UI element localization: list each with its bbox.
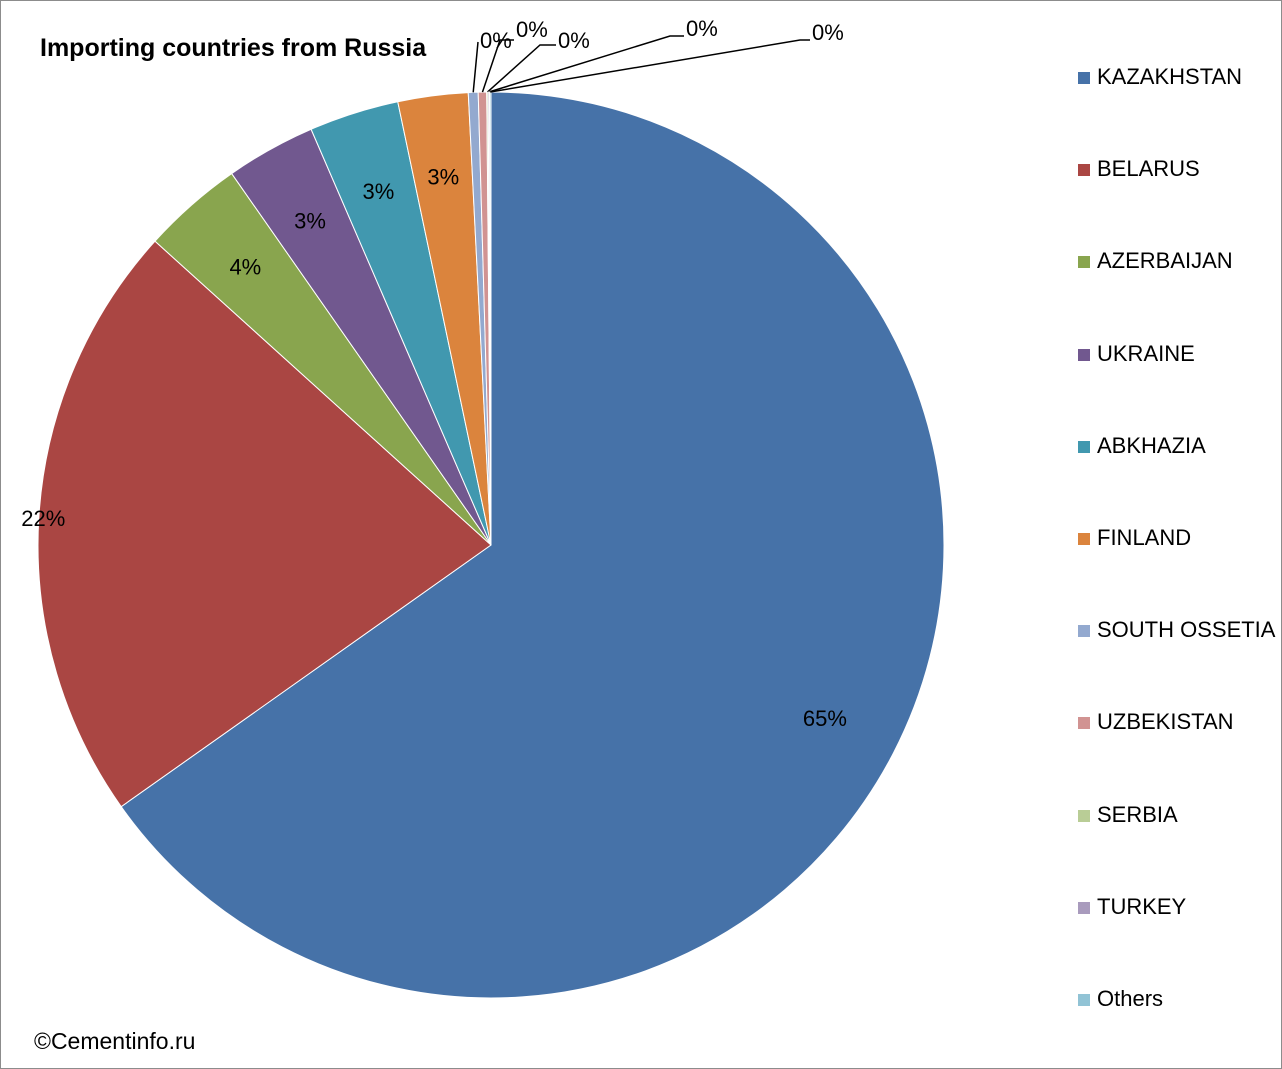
data-label-others: 0% [812,20,844,45]
legend-swatch [1078,625,1090,638]
data-label-turkey: 0% [686,16,718,41]
legend-swatch [1078,72,1090,84]
legend-label: TURKEY [1097,893,1187,919]
pie-slice-belarus [37,240,492,808]
data-label-finland: 3% [427,165,459,190]
legend-label: SERBIA [1097,801,1178,827]
legend-swatch [1078,717,1090,730]
legend-swatch [1078,164,1090,177]
legend-label: FINLAND [1097,525,1192,550]
legend-label: AZERBAIJAN [1097,248,1233,274]
legend-swatch [1078,533,1090,545]
legend-label: SOUTH OSSETIA [1097,617,1276,643]
legend-swatch [1078,809,1090,822]
legend-label: UKRAINE [1097,340,1195,366]
leader-line-serbia [486,44,556,93]
data-label-azerbaijan: 4% [229,254,261,279]
copyright-text: ©Cementinfo.ru [34,1028,196,1054]
legend-swatch [1078,348,1090,361]
data-label-kazakhstan: 65% [803,706,847,731]
data-label-ukraine: 3% [294,209,326,234]
data-label-belarus: 22% [21,506,65,531]
legend-label: BELARUS [1097,156,1200,182]
data-label-serbia: 0% [558,28,590,53]
legend-label: ABKHAZIA [1097,432,1206,458]
legend-swatch [1078,994,1090,1006]
legend-swatch [1078,901,1090,914]
pie-slice-kazakhstan [120,91,945,999]
legend-label: UZBEKISTAN [1097,709,1234,735]
legend-swatch [1078,440,1090,453]
leader-line-south-ossetia [472,41,479,93]
legend-label: KAZAKHSTAN [1097,64,1243,89]
leader-line-uzbekistan [481,39,514,93]
data-label-uzbekistan: 0% [516,17,548,42]
data-label-abkhazia: 3% [363,179,395,204]
chart-title: Importing countries from Russia [40,34,427,62]
legend-label: Others [1097,986,1164,1011]
legend-swatch [1078,256,1090,269]
leader-line-turkey [488,35,684,93]
leader-line-others [490,39,810,93]
